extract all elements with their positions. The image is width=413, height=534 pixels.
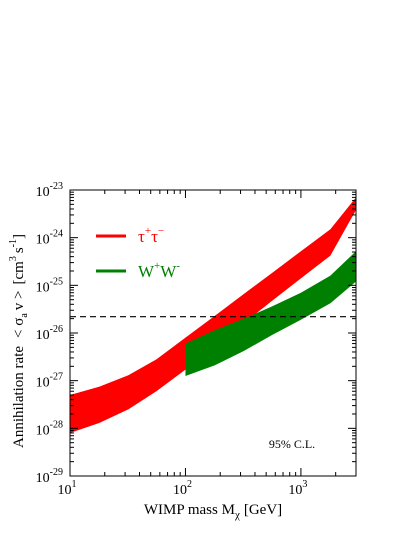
legend-label-base: W xyxy=(138,262,155,281)
y-tick-label-exponent: -24 xyxy=(50,229,63,240)
legend-label-2: W+W- xyxy=(138,260,180,281)
y-tick-label-exponent: -23 xyxy=(50,181,63,192)
y-axis-label-unit-s-exponent: -1 xyxy=(8,239,19,247)
y-tick-label: 10-24 xyxy=(36,229,63,248)
y-tick-label-exponent: -27 xyxy=(50,372,63,383)
x-tick-label-exponent: 3 xyxy=(302,479,307,490)
y-tick-label-exponent: -25 xyxy=(50,276,63,287)
y-tick-label: 10-28 xyxy=(36,419,63,438)
y-axis-label-close: ] xyxy=(11,234,27,239)
x-tick-label: 101 xyxy=(58,479,77,498)
y-tick-label: 10-29 xyxy=(36,467,63,486)
y-tick-label: 10-25 xyxy=(36,276,63,295)
y-axis-label: Annihilation rate < σa v > [cm3 s-1] xyxy=(8,234,30,448)
y-tick-label-base: 10 xyxy=(36,328,50,343)
legend-label-base: τ xyxy=(138,227,145,246)
legend: τ+τ−W+W- xyxy=(96,225,180,281)
x-axis-label-main: WIMP mass M xyxy=(144,502,235,518)
y-tick-label-exponent: -29 xyxy=(50,467,63,478)
y-tick-label-base: 10 xyxy=(36,471,50,486)
y-tick-label-exponent: -28 xyxy=(50,419,63,430)
legend-label-1: τ+τ− xyxy=(138,225,164,246)
x-tick-label-base: 10 xyxy=(173,483,187,498)
legend-label-base2: W xyxy=(160,262,177,281)
x-axis-label-unit: [GeV] xyxy=(244,502,282,518)
x-tick-label-base: 10 xyxy=(58,483,72,498)
x-tick-label: 103 xyxy=(288,479,307,498)
y-axis-label-v: v > xyxy=(11,290,27,310)
y-tick-label-base: 10 xyxy=(36,185,50,200)
x-tick-label-base: 10 xyxy=(288,483,302,498)
y-axis-label-main: Annihilation rate xyxy=(11,346,27,448)
y-axis-label-sigma: < σ xyxy=(11,318,27,338)
legend-label-sup2: − xyxy=(158,225,164,237)
y-axis-label-unit-s: s xyxy=(11,247,27,253)
y-tick-label-base: 10 xyxy=(36,376,50,391)
tick-layer: 101 102 10310-2910-2810-2710-2610-2510-241… xyxy=(36,181,356,498)
legend-label-sup: + xyxy=(154,260,160,272)
y-tick-label-base: 10 xyxy=(36,423,50,438)
y-tick-label: 10-23 xyxy=(36,181,63,200)
confidence-level-annotation: 95% C.L. xyxy=(269,437,315,451)
y-tick-label-base: 10 xyxy=(36,280,50,295)
x-tick-label-exponent: 2 xyxy=(187,479,192,490)
y-tick-label: 10-27 xyxy=(36,372,63,391)
x-tick-label-exponent: 1 xyxy=(72,479,77,490)
x-axis-label: WIMP mass Mχ [GeV] xyxy=(144,502,282,521)
y-tick-label-exponent: -26 xyxy=(50,324,63,335)
x-axis-label-subscript: χ xyxy=(234,509,240,521)
y-axis-label-unit: [cm xyxy=(11,261,27,285)
y-axis-label-unit-exponent: 3 xyxy=(8,256,19,261)
y-axis-label-sigma-subscript: a xyxy=(19,313,30,318)
x-tick-label: 102 xyxy=(173,479,192,498)
y-tick-label-base: 10 xyxy=(36,233,50,248)
legend-label-sup2: - xyxy=(176,260,180,272)
legend-label-sup: + xyxy=(145,225,151,237)
band-layer xyxy=(70,197,356,433)
y-tick-label: 10-26 xyxy=(36,324,63,343)
band-series-2 xyxy=(185,251,356,377)
legend-label-base2: τ xyxy=(151,227,158,246)
band-series-1 xyxy=(70,197,356,433)
